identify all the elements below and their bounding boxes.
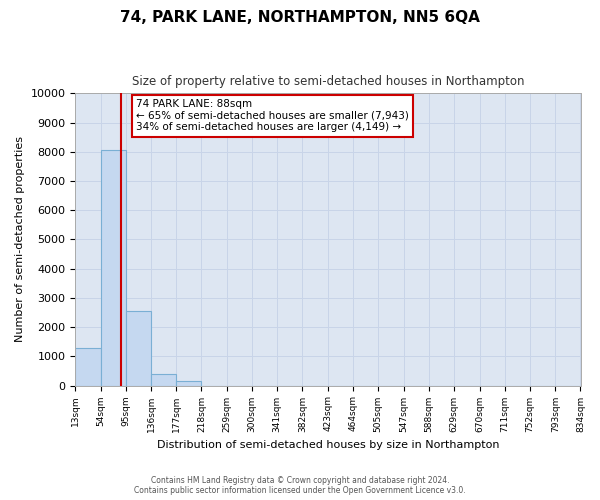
Bar: [176, 381, 202, 386]
Bar: [126, 311, 151, 386]
Y-axis label: Number of semi-detached properties: Number of semi-detached properties: [15, 136, 25, 342]
Bar: [101, 150, 126, 386]
X-axis label: Distribution of semi-detached houses by size in Northampton: Distribution of semi-detached houses by …: [157, 440, 499, 450]
Bar: [75, 348, 101, 386]
Text: Contains HM Land Registry data © Crown copyright and database right 2024.
Contai: Contains HM Land Registry data © Crown c…: [134, 476, 466, 495]
Title: Size of property relative to semi-detached houses in Northampton: Size of property relative to semi-detach…: [131, 75, 524, 88]
Text: 74, PARK LANE, NORTHAMPTON, NN5 6QA: 74, PARK LANE, NORTHAMPTON, NN5 6QA: [120, 10, 480, 25]
Bar: [151, 374, 176, 386]
Text: 74 PARK LANE: 88sqm
← 65% of semi-detached houses are smaller (7,943)
34% of sem: 74 PARK LANE: 88sqm ← 65% of semi-detach…: [136, 99, 409, 132]
